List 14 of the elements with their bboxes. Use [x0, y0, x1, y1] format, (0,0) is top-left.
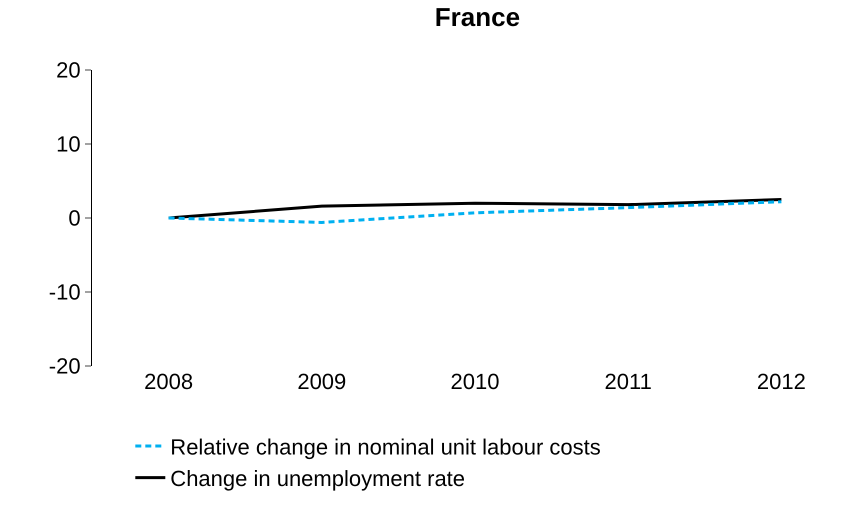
- line-series: [167, 200, 783, 224]
- y-tick-label: 10: [56, 132, 81, 157]
- y-tick-label: -20: [48, 354, 81, 379]
- y-tick-label: 0: [68, 206, 81, 231]
- y-tick-label: 20: [56, 58, 81, 83]
- x-tick-label: 2010: [450, 369, 500, 394]
- x-tick-label: 2011: [604, 369, 652, 394]
- x-tick-label: 2012: [756, 369, 806, 394]
- y-tick-label: -10: [48, 280, 81, 305]
- chart-title: France: [434, 2, 520, 32]
- x-tick-label: 2008: [144, 369, 194, 394]
- legend-label: Relative change in nominal unit labour costs: [170, 434, 601, 460]
- x-tick-label: 2009: [297, 369, 346, 394]
- legend-label: Change in unemployment rate: [170, 466, 466, 492]
